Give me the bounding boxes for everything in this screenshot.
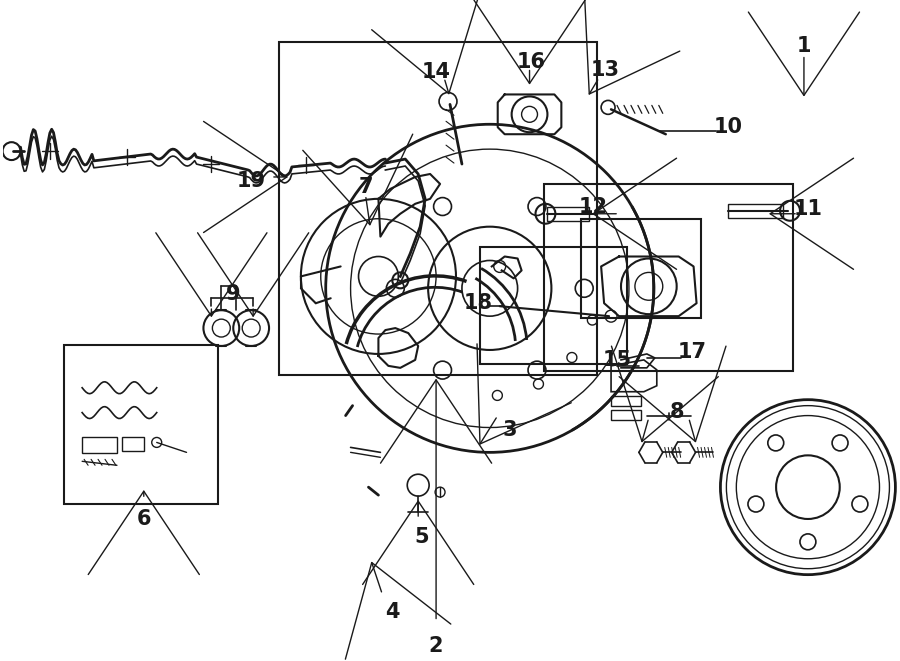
Bar [64,345,219,504]
Text: 5: 5 [415,527,429,547]
Text: 18: 18 [464,293,492,313]
Bar [82,438,117,453]
Text: 1: 1 [796,36,811,56]
Text: 19: 19 [237,171,266,191]
Text: 3: 3 [502,420,517,440]
Text: 9: 9 [226,284,240,304]
Bar [480,247,627,364]
Bar [611,410,641,420]
Bar [122,438,144,451]
Text: 10: 10 [714,117,742,137]
Bar [611,396,641,406]
Text: 13: 13 [590,59,619,80]
Text: 11: 11 [794,199,823,219]
Bar [581,219,700,318]
Text: 14: 14 [421,61,451,82]
Bar [279,42,597,375]
Bar [728,204,783,217]
Text: 16: 16 [517,52,546,71]
Text: 8: 8 [670,402,684,422]
Text: 17: 17 [678,342,707,362]
Text: 4: 4 [385,602,400,623]
Text: 7: 7 [358,177,373,197]
Text: 6: 6 [137,509,151,529]
Bar [544,184,793,371]
Bar [547,207,590,221]
Text: 12: 12 [579,197,608,217]
Text: 2: 2 [428,637,444,656]
Text: 15: 15 [602,350,632,370]
